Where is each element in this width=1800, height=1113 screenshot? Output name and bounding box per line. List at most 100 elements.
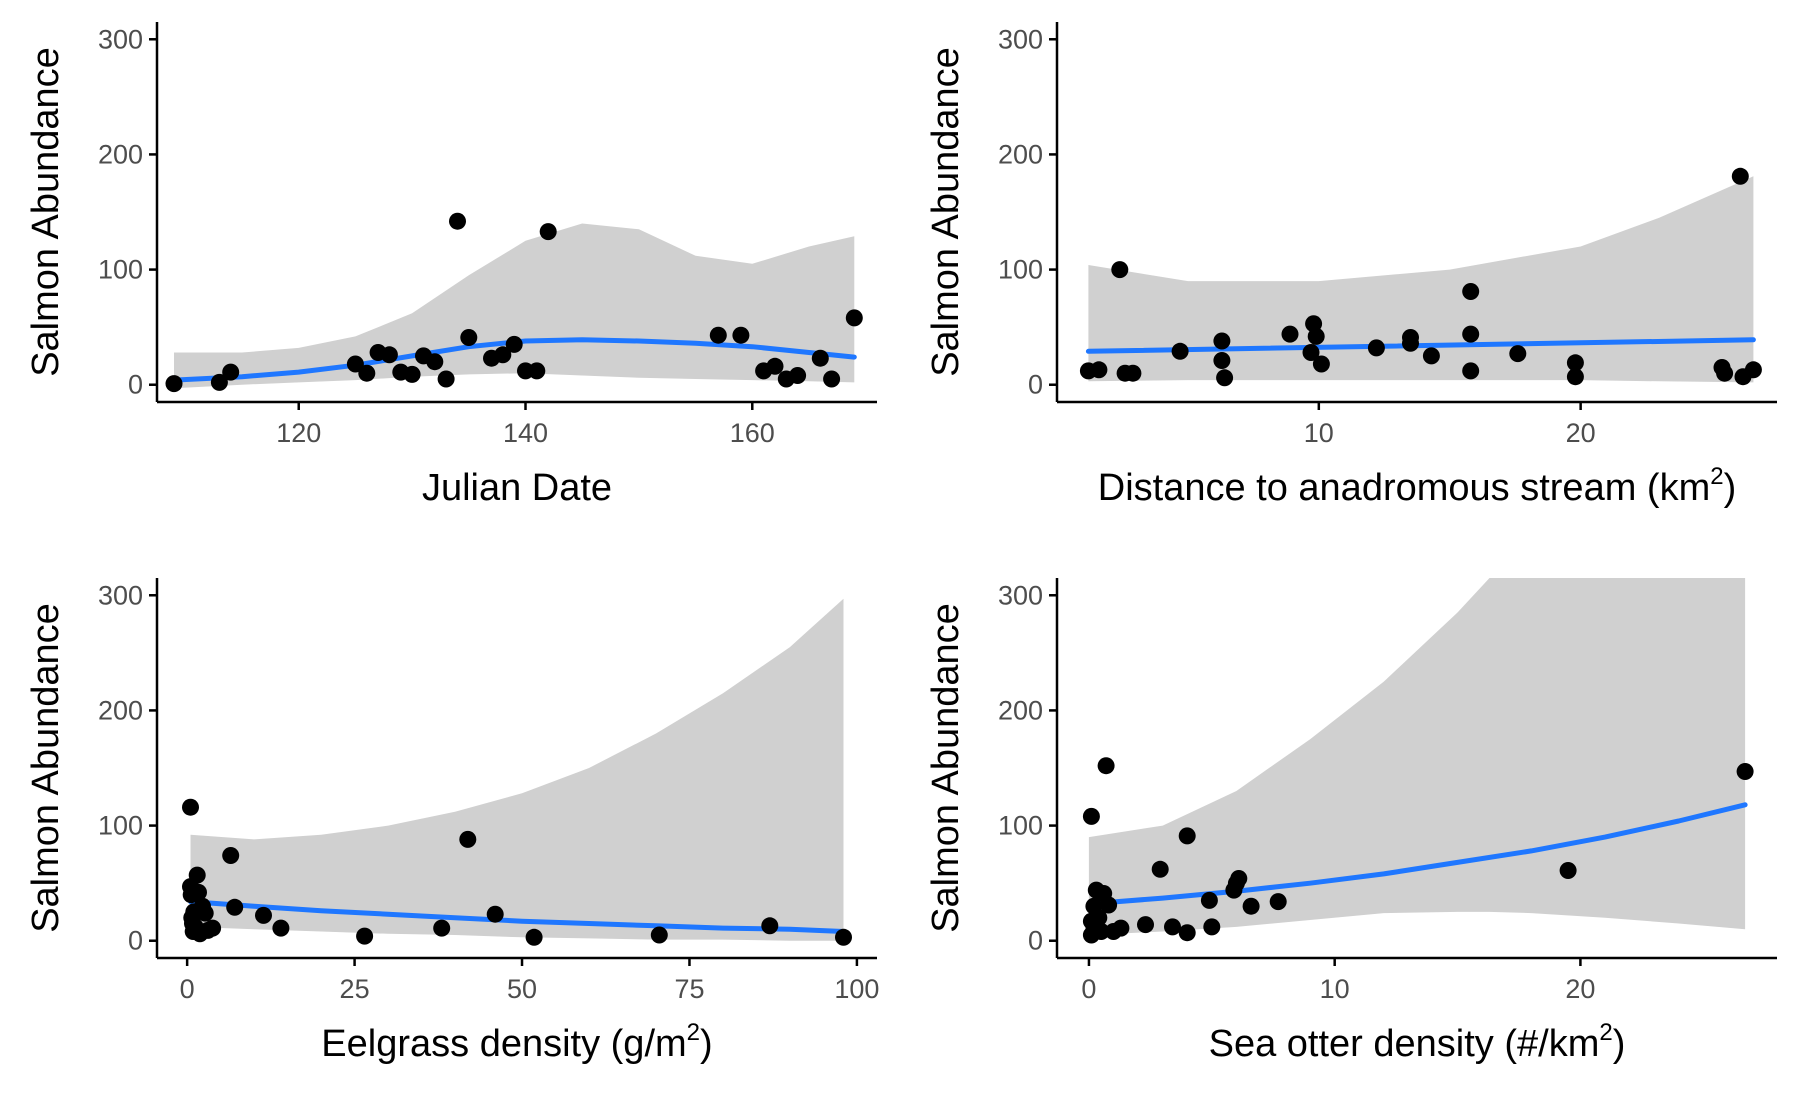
data-point <box>761 917 779 935</box>
data-point <box>190 883 207 901</box>
data-point <box>845 309 863 327</box>
x-tick-label: 10 <box>1320 974 1350 1004</box>
data-point <box>1111 261 1129 279</box>
data-point <box>823 370 841 388</box>
data-point <box>380 346 398 364</box>
data-point <box>1509 345 1527 363</box>
data-point <box>1151 860 1169 878</box>
x-tick-label: 10 <box>1304 418 1334 448</box>
x-tick-label: 20 <box>1566 418 1596 448</box>
data-point <box>1230 870 1248 887</box>
x-tick-label: 75 <box>674 974 704 1004</box>
fit-line <box>171 337 857 383</box>
fit-line <box>188 899 846 934</box>
data-point <box>433 919 451 937</box>
x-axis-title: Eelgrass density (g/m2) <box>321 1019 712 1065</box>
fit-line <box>1086 802 1748 907</box>
data-point <box>1213 352 1231 369</box>
data-point <box>346 355 364 373</box>
data-point <box>1092 923 1110 940</box>
confidence-band <box>174 223 855 389</box>
data-point <box>789 367 807 384</box>
data-point <box>403 365 421 383</box>
data-point <box>1112 919 1130 937</box>
data-point <box>1242 897 1260 915</box>
data-point <box>1090 909 1108 927</box>
confidence-band <box>190 598 844 941</box>
data-point <box>1731 167 1749 185</box>
y-axis-title: Salmon Abundance <box>25 47 67 377</box>
data-point <box>1281 325 1299 343</box>
data-point <box>1559 862 1577 879</box>
data-point <box>204 919 222 937</box>
data-point <box>1744 361 1762 379</box>
data-point <box>459 830 477 848</box>
panel-distance: 0 100 200 300 10 20 Distance to anadromous str… <box>925 22 1777 509</box>
data-point <box>528 362 546 380</box>
y-tick-label: 200 <box>998 139 1043 169</box>
data-point <box>226 898 244 916</box>
data-point <box>222 363 240 381</box>
data-point <box>1124 364 1142 382</box>
y-tick-label: 300 <box>98 580 143 610</box>
data-point <box>1269 893 1287 911</box>
data-point <box>1171 342 1189 360</box>
data-point <box>766 357 784 375</box>
data-point <box>426 353 444 371</box>
confidence-band <box>1088 176 1754 383</box>
data-point <box>1566 368 1584 386</box>
data-point <box>709 326 727 344</box>
data-point <box>1178 924 1196 942</box>
data-point <box>835 928 852 946</box>
data-point <box>437 370 455 388</box>
x-tick-label: 25 <box>340 974 370 1004</box>
data-point <box>1312 355 1330 373</box>
data-point <box>1305 315 1323 333</box>
data-point <box>732 326 750 344</box>
y-tick-label: 100 <box>998 255 1043 285</box>
x-axis-title: Distance to anadromous stream (km2) <box>1098 463 1736 509</box>
data-point <box>1137 916 1154 934</box>
x-tick-label: 20 <box>1565 974 1595 1004</box>
x-tick-label: 140 <box>503 418 548 448</box>
y-tick-label: 0 <box>1028 926 1043 956</box>
y-tick-label: 200 <box>98 139 143 169</box>
data-point <box>272 919 290 937</box>
data-point <box>460 329 478 346</box>
data-point <box>1462 362 1480 380</box>
data-point <box>196 904 214 922</box>
data-point <box>1100 896 1118 914</box>
data-point <box>486 905 504 923</box>
x-tick-label: 0 <box>180 974 195 1004</box>
panel-julian: 0 100 200 300 120 140 160 Julian Date Salmon Abu… <box>25 22 877 509</box>
data-point <box>255 906 272 924</box>
data-point <box>1082 807 1100 825</box>
data-point <box>358 364 376 382</box>
data-point <box>1213 332 1231 350</box>
data-point <box>1178 827 1196 845</box>
panel-eelgrass: 0 100 200 300 0 25 50 75 100 Eelgrass density (g/… <box>25 578 879 1065</box>
data-point <box>1367 339 1385 357</box>
data-point <box>1716 364 1734 382</box>
y-tick-label: 300 <box>998 24 1043 54</box>
data-point <box>1200 891 1218 909</box>
data-point <box>449 212 466 230</box>
data-point <box>1164 918 1181 936</box>
data-point <box>1090 361 1108 379</box>
data-point <box>505 335 523 353</box>
x-tick-label: 160 <box>730 418 775 448</box>
data-point <box>1422 347 1440 365</box>
data-point <box>650 926 668 944</box>
data-point <box>811 349 829 367</box>
y-tick-label: 300 <box>998 580 1043 610</box>
confidence-band <box>1088 578 1746 935</box>
data-point <box>356 927 374 945</box>
x-tick-label: 0 <box>1081 974 1096 1004</box>
data-point <box>165 375 183 393</box>
data-point <box>210 373 228 391</box>
data-point <box>1203 918 1221 936</box>
data-point <box>1566 354 1584 372</box>
y-axis-title: Salmon Abundance <box>925 47 967 377</box>
data-point <box>182 798 199 816</box>
